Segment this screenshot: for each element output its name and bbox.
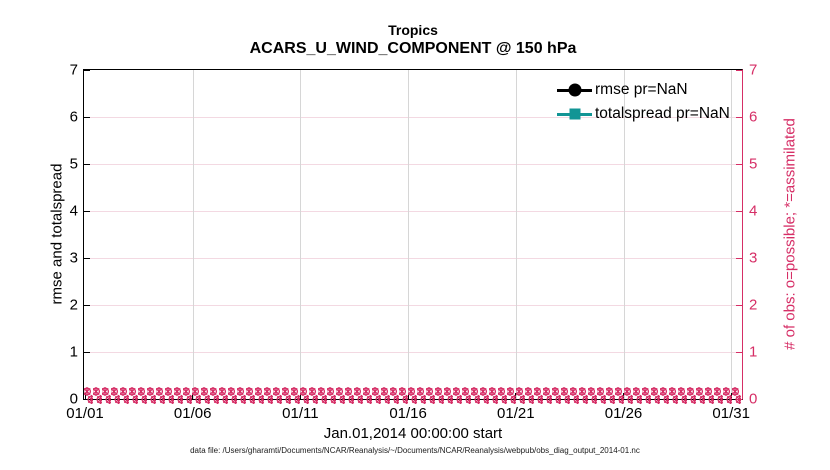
left-y-tick-label: 6 [69, 108, 78, 126]
h-gridline [84, 211, 742, 212]
right-tick [736, 257, 742, 259]
right-y-tick-label: 1 [749, 343, 758, 361]
right-tick [736, 304, 742, 306]
legend-line [557, 83, 592, 97]
right-tick [736, 69, 742, 71]
left-y-tick-label: 7 [69, 61, 78, 79]
left-y-tick-label: 4 [69, 202, 78, 220]
left-y-tick-label: 2 [69, 296, 78, 314]
right-tick [736, 163, 742, 165]
left-tick [84, 69, 90, 71]
right-y-axis-label: # of obs: o=possible; *=assimilated [781, 118, 799, 350]
left-tick [84, 304, 90, 306]
h-gridline [84, 305, 742, 306]
left-y-tick-label: 3 [69, 249, 78, 267]
legend-line [557, 108, 592, 120]
x-tick-label: 01/21 [497, 405, 535, 422]
h-gridline [84, 117, 742, 118]
h-gridline [84, 352, 742, 353]
legend-item: rmse pr=NaN [557, 78, 730, 102]
legend-item: totalspread pr=NaN [557, 102, 730, 126]
x-tick-label: 01/31 [712, 405, 750, 422]
left-y-axis-label: rmse and totalspread [48, 163, 66, 305]
right-tick [736, 351, 742, 353]
right-y-tick-label: 0 [749, 390, 758, 408]
v-gridline [408, 70, 410, 399]
x-tick-label: 01/26 [604, 405, 643, 422]
v-gridline [192, 70, 194, 399]
right-y-tick-label: 2 [749, 296, 758, 314]
left-y-tick-label: 5 [69, 155, 78, 173]
left-tick [84, 257, 90, 259]
circle-marker-icon [568, 83, 581, 97]
h-gridline [84, 258, 742, 259]
right-y-tick-label: 6 [749, 108, 758, 126]
x-tick-label: 01/06 [173, 405, 212, 422]
obs-count-markers-band [84, 387, 741, 404]
data-file-path: data file: /Users/gharamti/Documents/NCA… [190, 446, 640, 455]
v-gridline [731, 70, 733, 399]
left-tick [84, 351, 90, 353]
x-axis-label: Jan.01,2014 00:00:00 start [323, 425, 503, 442]
v-gridline [515, 70, 517, 399]
x-tick-label: 01/01 [66, 405, 104, 422]
right-y-tick-label: 4 [749, 202, 758, 220]
x-tick-label: 01/16 [389, 405, 427, 422]
plot-subtitle: ACARS_U_WIND_COMPONENT @ 150 hPa [249, 40, 577, 57]
plot-area: rmse pr=NaN totalspread pr=NaN [83, 69, 743, 404]
legend-label: totalspread pr=NaN [595, 105, 730, 122]
right-y-tick-label: 5 [749, 155, 758, 173]
h-gridline [84, 164, 742, 165]
left-tick [84, 116, 90, 118]
legend: rmse pr=NaN totalspread pr=NaN [557, 78, 730, 126]
left-y-tick-label: 0 [69, 390, 78, 408]
left-tick [84, 163, 90, 165]
right-y-tick-label: 7 [749, 61, 758, 79]
legend-label: rmse pr=NaN [595, 81, 688, 98]
left-tick [84, 210, 90, 212]
v-gridline [300, 70, 302, 399]
left-y-tick-label: 1 [69, 343, 78, 361]
x-tick-label: 01/11 [282, 405, 319, 422]
plot-title: Tropics [388, 22, 438, 38]
v-gridline [623, 70, 625, 399]
right-tick [736, 210, 742, 212]
right-y-tick-label: 3 [749, 249, 758, 267]
right-tick [736, 116, 742, 118]
square-marker-icon [569, 108, 580, 120]
